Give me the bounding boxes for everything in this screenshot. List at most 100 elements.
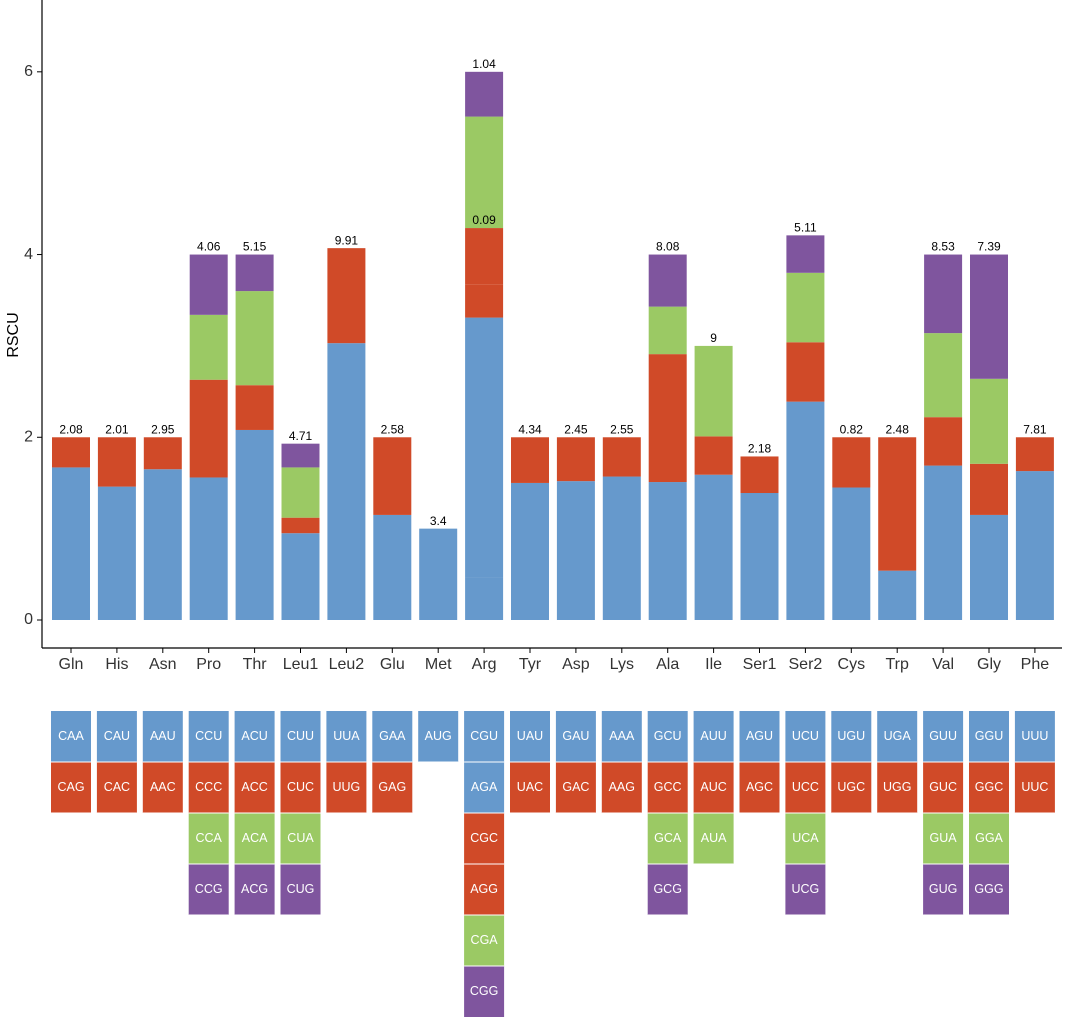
codon-cell — [372, 762, 413, 813]
codon-label: UGG — [883, 780, 911, 794]
codon-label: ACC — [241, 780, 267, 794]
codon-cell — [1014, 762, 1055, 813]
codon-label: UGU — [837, 729, 865, 743]
bar-segment — [465, 71, 504, 117]
codon-label: CGA — [471, 933, 499, 947]
codon-label: GAG — [378, 780, 406, 794]
codon-label: UCA — [792, 831, 819, 845]
codon-label: CGU — [470, 729, 498, 743]
x-tick-label: Tyr — [519, 656, 542, 673]
codon-cell — [280, 813, 321, 864]
bar-segment — [511, 482, 549, 620]
codon-cell — [464, 915, 505, 966]
x-tick-label: Asp — [562, 656, 590, 673]
x-tick-label: Gln — [59, 656, 84, 673]
codon-cell — [234, 813, 275, 864]
codon-label: AUC — [700, 780, 726, 794]
top-label: 1.04 — [472, 57, 496, 71]
bar-segment — [556, 481, 595, 620]
codon-label: CAC — [104, 780, 130, 794]
codon-label: GUC — [929, 780, 957, 794]
codon-cell — [188, 711, 229, 762]
codon-cell — [923, 762, 964, 813]
codon-label: GCG — [653, 882, 681, 896]
codon-cell — [464, 864, 505, 915]
top-label: 5.15 — [243, 240, 267, 254]
codon-label: CGG — [470, 984, 498, 998]
bar-segment — [373, 514, 412, 620]
bar-segment — [189, 314, 228, 380]
codon-cell — [326, 762, 367, 813]
bar-segment — [878, 437, 917, 571]
codon-label: GCC — [654, 780, 682, 794]
bar-segment — [556, 437, 595, 482]
bar-segment — [970, 378, 1008, 464]
bar-segment — [648, 482, 687, 620]
codon-label: CAG — [57, 780, 84, 794]
codon-label: GUG — [929, 882, 957, 896]
bar-segment — [189, 379, 228, 478]
codon-label: AAU — [150, 729, 176, 743]
x-tick-label: Cys — [838, 656, 866, 673]
x-tick-label: Ser2 — [789, 656, 823, 673]
bar-segment — [52, 467, 90, 620]
bar-segment — [740, 493, 779, 620]
bar-segment — [832, 437, 871, 488]
bar-segment — [511, 437, 549, 483]
x-tick-label: Met — [425, 656, 452, 673]
codon-label: UUG — [333, 780, 361, 794]
bar-segment — [924, 333, 963, 418]
top-label: 9 — [710, 331, 717, 345]
codon-cell — [601, 711, 642, 762]
bar-segment — [465, 317, 504, 578]
bar-segment — [970, 254, 1008, 379]
bar-segment — [465, 228, 504, 285]
codon-cell — [877, 762, 918, 813]
codon-label: AGC — [746, 780, 773, 794]
codon-label: GGG — [974, 882, 1003, 896]
x-tick-label: Ala — [656, 656, 679, 673]
x-tick-label: Val — [932, 656, 954, 673]
codon-label: CUU — [287, 729, 314, 743]
codon-label: CAA — [58, 729, 84, 743]
bar-segment — [648, 254, 687, 307]
bar-segment — [97, 486, 136, 620]
codon-label: CUC — [287, 780, 314, 794]
codon-cell — [969, 711, 1009, 762]
bar-segment — [740, 456, 779, 494]
bar-segment — [786, 401, 825, 620]
codon-cell — [464, 813, 505, 864]
codon-label: AGU — [746, 729, 773, 743]
codon-cell — [280, 762, 321, 813]
bar-segment — [419, 528, 458, 620]
codon-cell — [831, 762, 872, 813]
codon-label: UCU — [792, 729, 819, 743]
codon-label: GCU — [654, 729, 682, 743]
top-label: 2.08 — [59, 422, 83, 436]
codon-cell — [785, 813, 826, 864]
codon-label: CUG — [287, 882, 315, 896]
codon-label: UGA — [884, 729, 912, 743]
codon-cell — [969, 762, 1009, 813]
codon-cell — [647, 864, 688, 915]
codon-label: UUU — [1021, 729, 1048, 743]
codon-label: AGG — [470, 882, 498, 896]
codon-label: CCA — [195, 831, 222, 845]
codon-label: AAC — [150, 780, 176, 794]
bar-segment — [1015, 437, 1054, 472]
x-tick-label: Pro — [196, 656, 221, 673]
codon-label: CCC — [195, 780, 222, 794]
x-tick-label: Ile — [705, 656, 722, 673]
top-label: 2.95 — [151, 422, 175, 436]
codon-cell — [647, 762, 688, 813]
top-label: 4.34 — [518, 422, 542, 436]
codon-label: GUA — [930, 831, 958, 845]
codon-label: ACA — [242, 831, 268, 845]
inner-label: 0.09 — [472, 213, 496, 227]
codon-cell — [693, 762, 734, 813]
codon-cell — [693, 813, 734, 864]
codon-cell — [234, 711, 275, 762]
bar-segment — [235, 429, 274, 620]
codon-cell — [785, 711, 826, 762]
codon-cell — [96, 711, 137, 762]
